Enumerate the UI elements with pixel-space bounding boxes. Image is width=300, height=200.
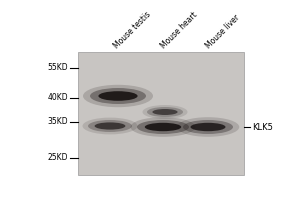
Ellipse shape [147, 107, 183, 117]
Ellipse shape [183, 120, 233, 134]
Text: Mouse liver: Mouse liver [204, 13, 241, 50]
Ellipse shape [152, 109, 178, 115]
Ellipse shape [190, 123, 226, 131]
Text: 35KD: 35KD [47, 117, 68, 127]
Ellipse shape [83, 85, 153, 107]
Ellipse shape [130, 117, 196, 137]
Text: Mouse testis: Mouse testis [112, 10, 152, 50]
Text: 55KD: 55KD [47, 64, 68, 72]
Text: 40KD: 40KD [47, 94, 68, 102]
Ellipse shape [94, 122, 125, 130]
Ellipse shape [142, 105, 188, 119]
Text: 25KD: 25KD [47, 154, 68, 162]
Ellipse shape [88, 120, 132, 132]
Ellipse shape [82, 118, 137, 134]
Ellipse shape [145, 123, 181, 131]
Ellipse shape [137, 120, 189, 134]
Bar [78, 52, 244, 175]
Text: Mouse heart: Mouse heart [159, 10, 199, 50]
Text: KLK5: KLK5 [252, 122, 273, 132]
Ellipse shape [90, 88, 146, 104]
Ellipse shape [98, 91, 138, 101]
Ellipse shape [177, 117, 239, 137]
